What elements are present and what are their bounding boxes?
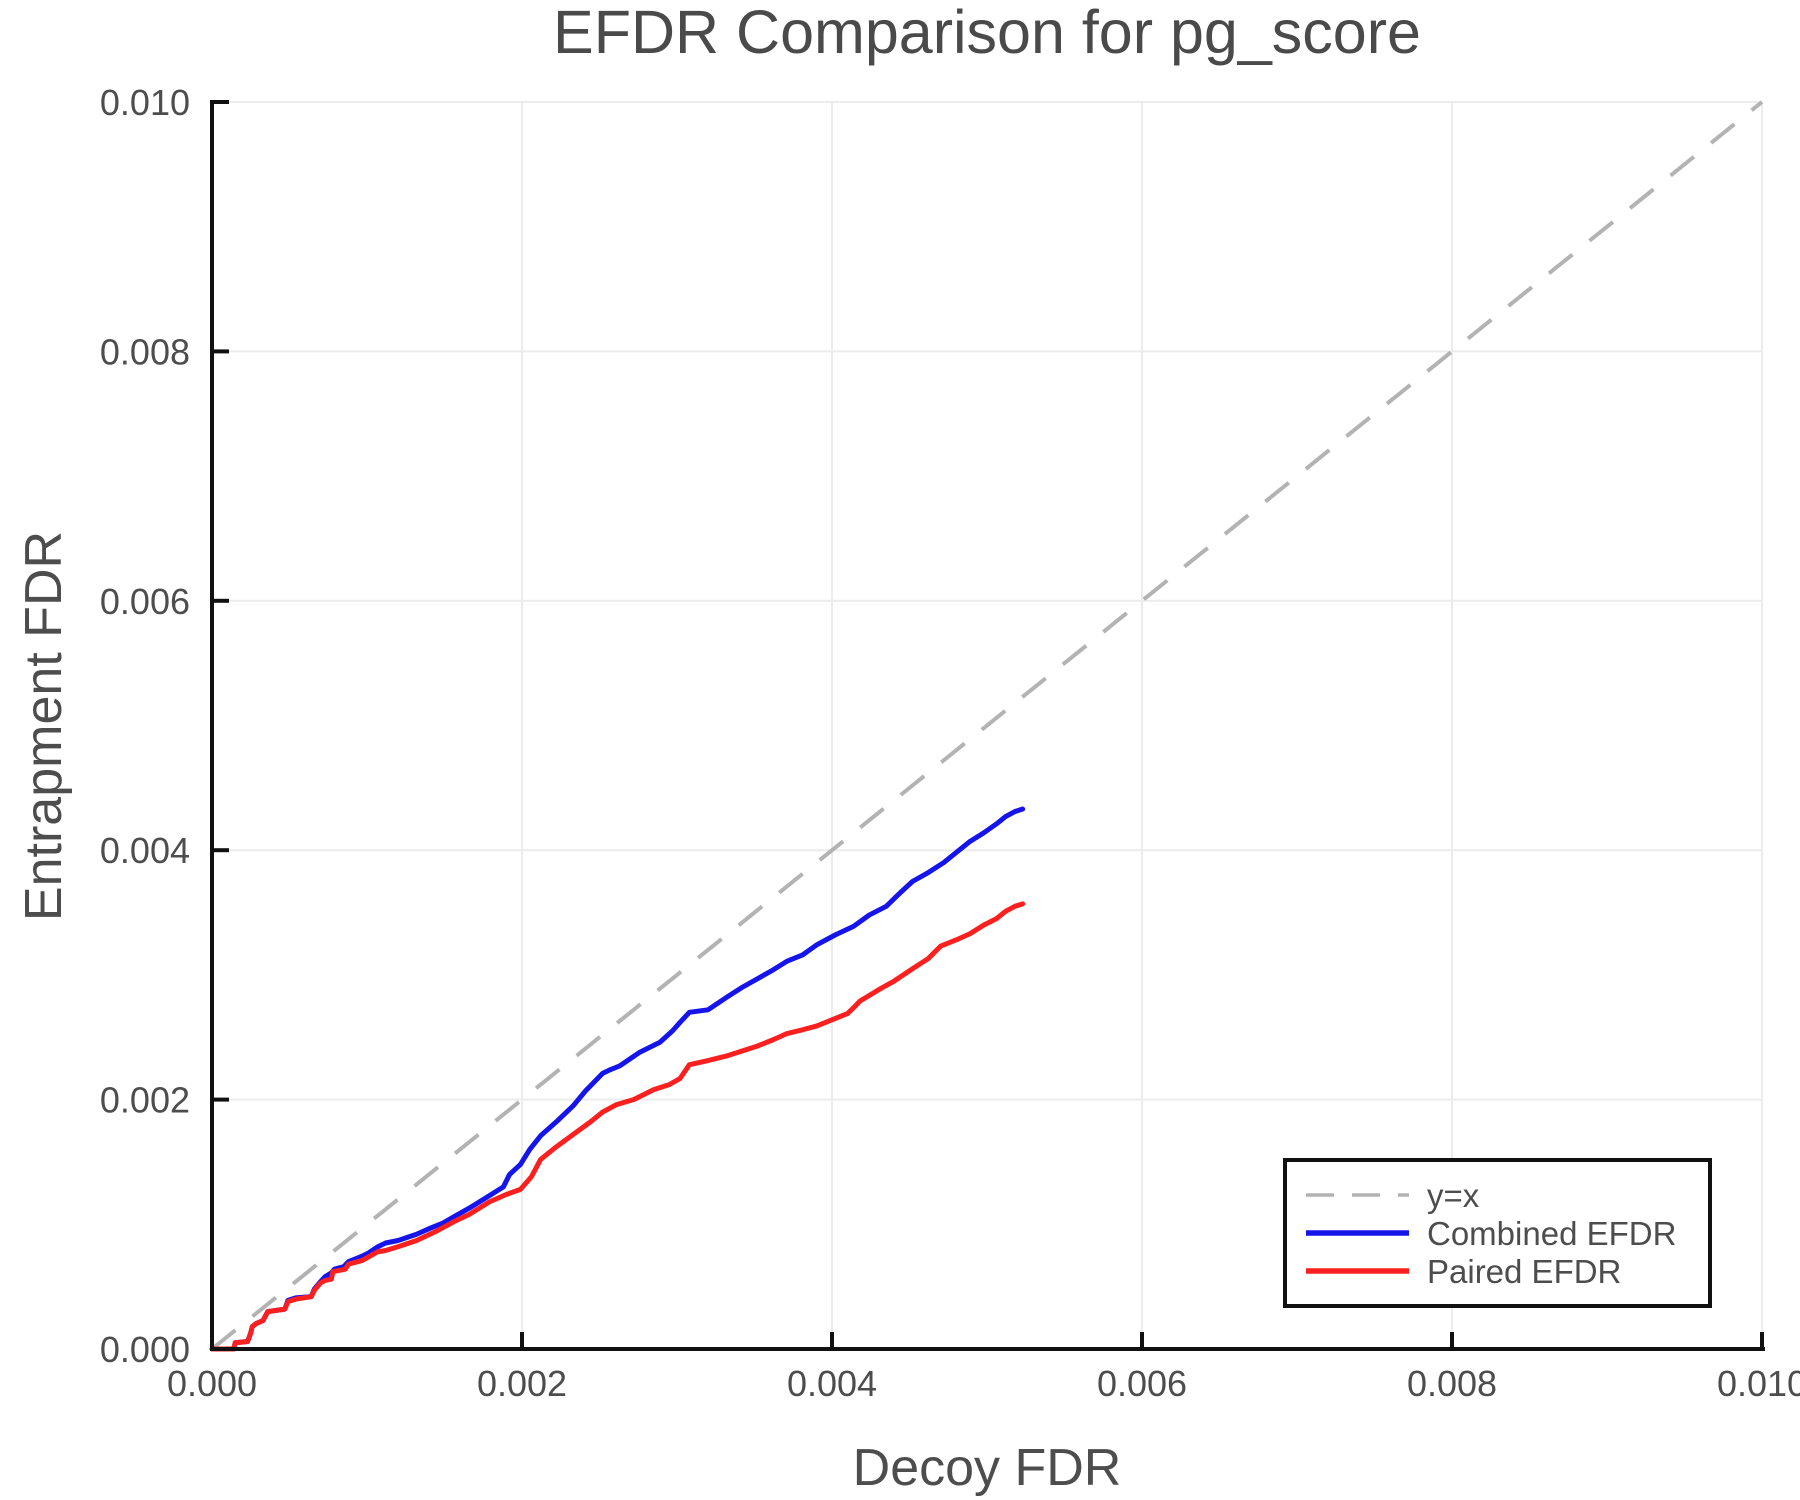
legend-row-paired: Paired EFDR: [1304, 1252, 1708, 1290]
legend-row-reference: y=x: [1304, 1176, 1708, 1214]
y-tick-label: 0.002: [100, 1080, 190, 1121]
paired-efdr-swatch: [1306, 1268, 1409, 1274]
x-tick-label: 0.006: [1097, 1363, 1187, 1404]
y-tick-label: 0.006: [100, 581, 190, 622]
y-tick-label: 0.010: [100, 82, 190, 123]
legend-label-reference: y=x: [1427, 1176, 1480, 1214]
x-tick-label: 0.010: [1717, 1363, 1800, 1404]
x-tick-label: 0.008: [1407, 1363, 1497, 1404]
y-tick-label: 0.004: [100, 830, 190, 871]
legend-label-combined: Combined EFDR: [1427, 1214, 1677, 1252]
x-axis-label: Decoy FDR: [852, 1439, 1122, 1497]
y-tick-label: 0.000: [100, 1329, 190, 1370]
combined-efdr-swatch: [1306, 1230, 1409, 1236]
x-tick-label: 0.000: [167, 1363, 257, 1404]
legend-label-paired: Paired EFDR: [1427, 1252, 1622, 1290]
legend-row-combined: Combined EFDR: [1304, 1214, 1708, 1252]
x-tick-label: 0.002: [477, 1363, 567, 1404]
x-tick-label: 0.004: [787, 1363, 877, 1404]
reference-line-y-equals-x: [210, 100, 1764, 1351]
reference-line-swatch: [1306, 1193, 1409, 1197]
legend: y=x Combined EFDR Paired EFDR: [1283, 1158, 1712, 1308]
y-tick-label: 0.008: [100, 331, 190, 372]
combined-efdr-line: [209, 806, 1026, 1352]
paired-efdr-line: [209, 901, 1026, 1352]
chart-title: EFDR Comparison for pg_score: [553, 0, 1421, 66]
